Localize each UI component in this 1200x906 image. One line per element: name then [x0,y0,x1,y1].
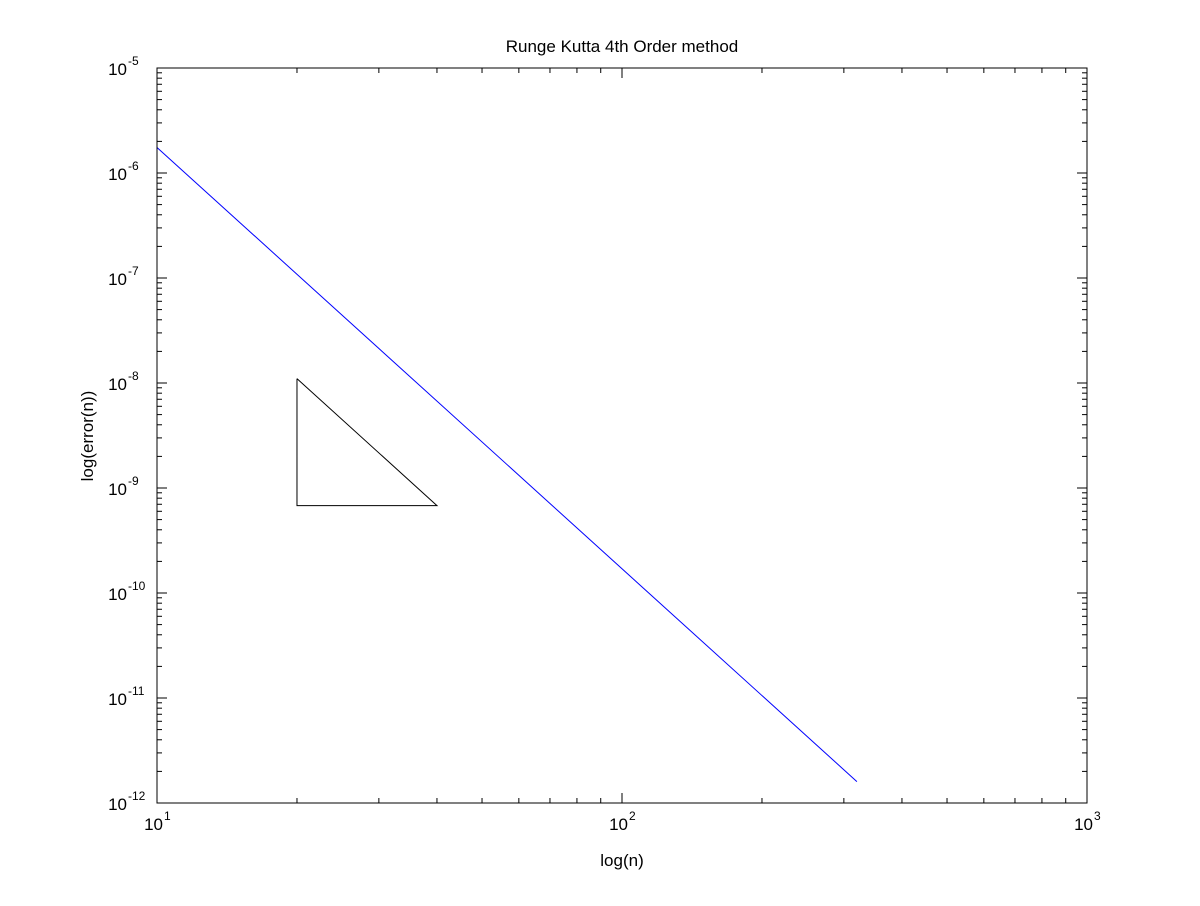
x-tick-label-base: 10 [1074,815,1093,834]
y-tick-label: 10 -5 [108,54,139,79]
y-tick-label: 10 -10 [108,579,146,604]
y-tick-label-base: 10 [108,270,127,289]
slope-triangle [296,378,439,507]
x-tick-label-base: 10 [144,815,163,834]
x-tick-label-exponent: 2 [629,809,636,823]
y-axis-label: log(error(n)) [78,391,97,482]
y-tick-label-base: 10 [108,480,127,499]
y-tick-label-exponent: -9 [128,474,139,488]
y-tick-label-exponent: -10 [128,579,146,593]
x-tick-label: 10 1 [144,809,171,834]
y-tick-label-base: 10 [108,60,127,79]
x-tick-label: 10 3 [1074,809,1101,834]
y-tick-label-exponent: -5 [128,54,139,68]
y-tick-label-exponent: -12 [128,789,146,803]
y-tick-label: 10 -11 [108,684,145,709]
axes-frame [156,67,1088,804]
y-tick-label-base: 10 [108,795,127,814]
y-tick-label-exponent: -8 [128,369,139,383]
y-tick-label-exponent: -11 [128,684,145,698]
y-tick-label-base: 10 [108,375,127,394]
x-axis-label: log(n) [600,851,643,870]
y-tick-label-exponent: -6 [128,159,139,173]
y-tick-label: 10 -9 [108,474,139,499]
y-tick-label-base: 10 [108,585,127,604]
x-tick-label-exponent: 1 [164,809,171,823]
y-tick-label: 10 -6 [108,159,139,184]
chart-title: Runge Kutta 4th Order method [506,37,738,56]
x-tick-label-base: 10 [609,815,628,834]
series-line [156,147,858,782]
y-tick-label-base: 10 [108,690,127,709]
y-tick-label-exponent: -7 [128,264,139,278]
y-tick-label: 10 -8 [108,369,139,394]
plot-data [156,147,858,782]
y-tick-label: 10 -12 [108,789,146,814]
x-tick-label-exponent: 3 [1094,809,1101,823]
y-tick-label: 10 -7 [108,264,139,289]
x-tick-label: 10 2 [609,809,636,834]
y-tick-label-base: 10 [108,165,127,184]
